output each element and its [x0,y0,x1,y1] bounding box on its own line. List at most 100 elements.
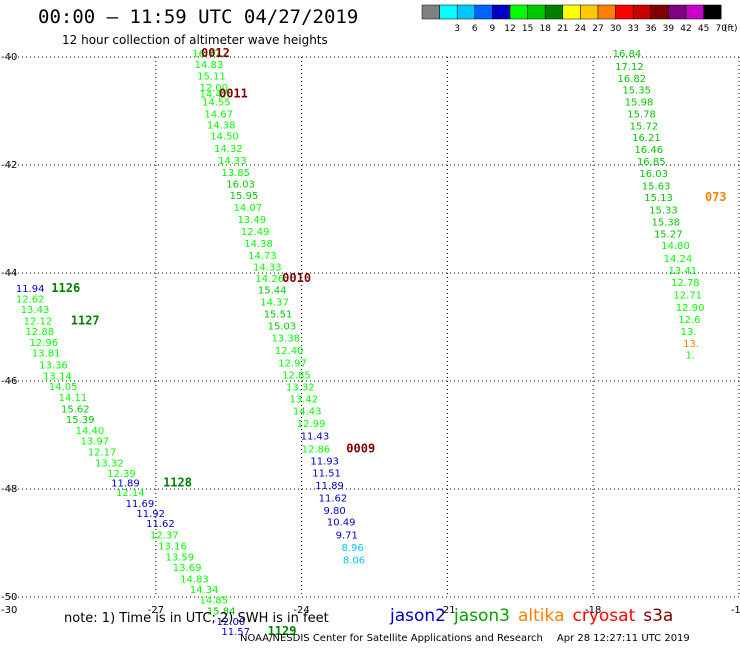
wave-height-value: 13. [681,327,697,338]
wave-height-value: 16.77 [192,49,221,60]
wave-height-value: 13.85 [221,168,250,179]
wave-height-value: 15.13 [644,193,673,204]
x-tick-label: -24 [293,605,309,616]
wave-height-value: 12.99 [297,419,326,430]
satellite-legend: jason2 jason3 altika cryosat s3a [390,606,681,626]
legend-swatch [544,4,564,20]
x-tick-label: -15 [731,605,740,616]
wave-height-value: 13.38 [271,334,300,345]
legend-bin-label: 27 [592,24,603,34]
satellite-name: s3a [643,606,674,626]
wave-height-value: 12.49 [241,227,270,238]
legend-swatch [615,4,634,20]
wave-height-value: 12.12 [24,316,53,327]
y-tick-label: -50 [1,592,17,603]
time-label: 0011 [219,87,248,101]
wave-height-value: 13.97 [80,437,109,448]
wave-height-value: 12.14 [116,488,145,499]
wave-height-value: 15.72 [630,121,659,132]
wave-height-value: 14.32 [214,144,243,155]
legend-unit: (ft) [724,24,738,34]
wave-height-value: 12.85 [282,370,311,381]
wave-height-value: 9.80 [323,506,345,517]
wave-height-value: 14.80 [661,241,690,252]
legend-bin-label: 12 [504,24,515,34]
wave-height-value: 12.40 [275,346,304,357]
legend-bin-label: 24 [575,24,587,34]
wave-height-value: 11.51 [312,469,341,480]
wave-height-value: 11.69 [126,499,155,510]
wave-height-value: 14.26 [255,274,284,285]
legend-bin-label: 15 [522,24,533,34]
wave-height-value: 13.69 [173,563,202,574]
y-tick-label: -42 [1,160,17,171]
time-label: 073 [705,190,727,204]
wave-height-value: 15.38 [652,217,681,228]
time-label: 0009 [346,441,375,455]
wave-height-value: 15.39 [66,415,95,426]
wave-height-value: 13.14 [43,371,72,382]
wave-height-value: 15.98 [625,98,654,109]
wave-height-value: 15.35 [622,86,651,97]
legend-bin-label: 21 [557,24,568,34]
map-subtitle: 12 hour collection of altimeter wave hei… [62,33,328,47]
legend-bin-label: 42 [680,24,691,34]
wave-height-value: 11.43 [301,431,330,442]
y-tick-label: -48 [1,484,17,495]
x-tick-label: -21 [439,605,455,616]
wave-height-value: 16.21 [632,133,661,144]
legend-swatch [421,4,440,20]
wave-height-value: 12.00 [200,83,229,94]
wave-height-value: 13. [683,339,699,350]
x-tick-label: -18 [585,605,601,616]
time-label: 1128 [163,475,192,489]
wave-height-value: 15.95 [230,191,259,202]
wave-height-value: 12.6 [678,315,700,326]
wave-height-value: 12.39 [107,469,136,480]
wave-height-value: 14.47 [200,90,229,101]
wave-height-value: 12.88 [26,327,55,338]
wave-height-value: 13.81 [32,349,61,360]
wave-height-value: 12.37 [150,531,179,542]
wave-height-value: 14.38 [244,239,273,250]
wave-height-value: 13.36 [39,361,68,372]
legend-bin-label: 9 [490,24,496,34]
generated-timestamp: Apr 28 12:27:11 UTC 2019 [556,633,690,644]
wave-height-value: 1. [686,350,696,361]
credit-text: NOAA/NESDIS Center for Satellite Applica… [240,633,543,644]
wave-height-value: 15.62 [61,404,90,415]
wave-height-value: 14.85 [200,595,229,606]
wave-height-value: 12.71 [673,290,702,301]
legend-swatch [685,4,704,20]
wave-height-value: 13.43 [21,305,50,316]
wave-height-value: 13.59 [166,552,195,563]
satellite-name: jason3 [454,606,510,626]
wave-height-value: 12.17 [88,448,117,459]
y-tick-label: -46 [1,376,17,387]
wave-height-value: 14.67 [204,109,233,120]
wave-height-value: 15.51 [264,309,293,320]
wave-height-value: 12.62 [16,295,45,306]
wave-height-value: 10.49 [327,518,356,529]
wave-height-value: 15.27 [654,229,683,240]
legend-swatch [703,4,722,20]
wave-height-value: 16.03 [226,180,255,191]
wave-height-value: 14.73 [248,251,277,262]
wave-height-value: 15.33 [649,206,678,217]
credit-line: NOAA/NESDIS Center for Satellite Applica… [240,633,690,644]
wave-height-value: 17.12 [615,62,644,73]
wave-height-value: 14.33 [253,262,282,273]
time-label: 0012 [201,46,230,60]
wave-height-value: 14.50 [210,132,239,143]
legend-bin-label: 30 [610,24,622,34]
legend-bin-label: 36 [645,24,657,34]
wave-height-value: 12.86 [302,444,331,455]
legend-bin-label: 33 [627,24,638,34]
wave-height-value: 16.82 [618,74,647,85]
y-tick-label: -44 [1,268,17,279]
legend-swatch [597,4,616,20]
wave-height-value: 14.83 [195,60,224,71]
wave-height-value: 15.78 [627,109,656,120]
